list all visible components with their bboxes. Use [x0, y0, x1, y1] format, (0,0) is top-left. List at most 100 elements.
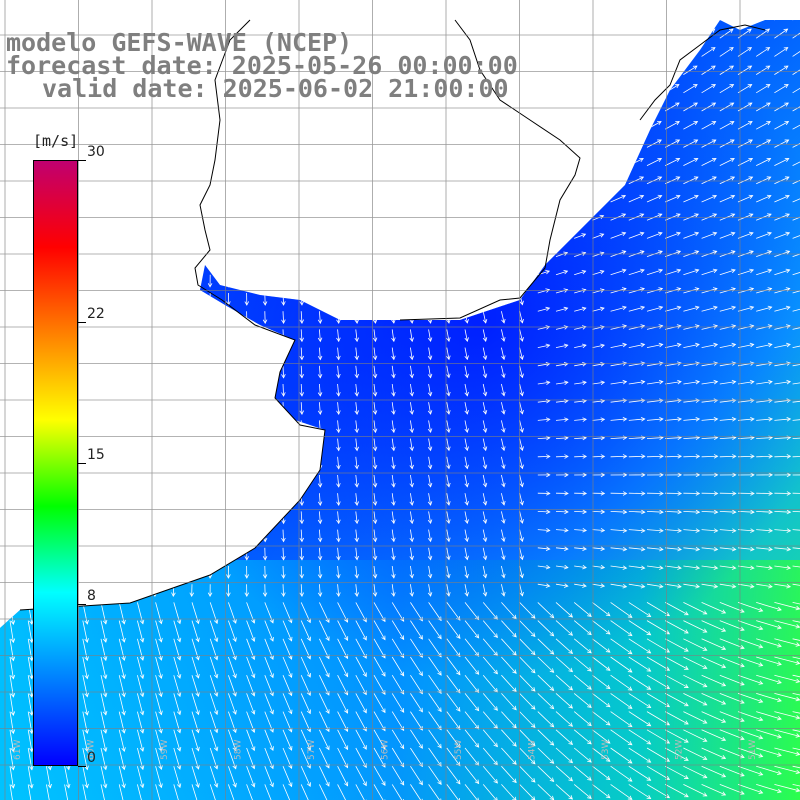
wind-arrow-head — [10, 711, 16, 716]
wind-arrow — [25, 493, 29, 506]
wind-arrow — [701, 602, 726, 614]
wind-arrow — [410, 329, 413, 342]
wind-arrow — [172, 456, 175, 469]
wind-arrow — [80, 110, 84, 123]
wind-arrow — [117, 365, 120, 378]
wind-arrow — [154, 565, 156, 579]
wind-arrow — [428, 456, 432, 469]
wind-arrow-head — [400, 708, 405, 713]
wind-arrow-head — [638, 139, 644, 144]
wind-arrow — [792, 747, 800, 754]
wind-arrow-head — [207, 355, 213, 361]
wind-arrow — [555, 381, 568, 385]
wind-arrow — [501, 638, 517, 656]
wind-arrow — [464, 20, 468, 32]
wind-arrow-head — [587, 648, 592, 654]
wind-arrow — [373, 201, 376, 214]
wind-arrow — [537, 602, 554, 618]
wind-arrow-head — [391, 246, 396, 252]
wind-arrow-head — [262, 264, 268, 270]
wind-arrow-head — [622, 454, 628, 459]
wind-arrow-head — [739, 735, 745, 741]
wind-arrow — [501, 402, 505, 414]
wind-arrow — [9, 784, 14, 800]
wind-arrow-head — [354, 119, 359, 124]
wind-arrow-head — [189, 246, 195, 252]
wind-arrow — [482, 129, 487, 142]
wind-arrow-head — [116, 592, 121, 597]
wind-arrow — [319, 493, 321, 506]
wind-arrow — [282, 201, 284, 215]
wind-arrow-head — [721, 682, 727, 687]
wind-arrow-head — [171, 483, 176, 488]
wind-arrow — [464, 511, 468, 524]
wind-arrow — [737, 620, 763, 630]
wind-arrow-head — [519, 337, 524, 342]
wind-arrow-head — [427, 264, 433, 270]
wind-arrow-head — [116, 574, 121, 579]
wind-arrow-head — [427, 373, 433, 379]
wind-arrow — [756, 747, 782, 756]
wind-arrow-head — [134, 574, 140, 579]
wind-arrow — [64, 784, 70, 800]
wind-arrow-head — [97, 464, 103, 470]
wind-arrow-head — [427, 573, 433, 579]
wind-arrow — [282, 438, 284, 451]
wind-arrow — [573, 620, 592, 635]
wind-arrow — [9, 729, 14, 752]
wind-arrow-head — [262, 137, 268, 143]
wind-arrow-head — [269, 709, 274, 715]
wind-arrow-head — [437, 780, 442, 785]
wind-arrow-head — [116, 246, 121, 252]
wind-arrow — [46, 784, 51, 800]
wind-arrow-head — [519, 591, 524, 597]
wind-arrow — [665, 529, 682, 532]
wind-arrow — [7, 165, 11, 178]
wind-arrow-head — [354, 173, 359, 179]
wind-arrow — [464, 383, 468, 396]
wind-arrow — [464, 729, 479, 748]
wind-arrow — [665, 176, 680, 185]
wind-arrow — [537, 565, 550, 568]
wind-arrow-head — [207, 192, 213, 197]
wind-arrow-head — [84, 747, 89, 753]
wind-arrow-head — [675, 157, 681, 163]
wind-arrow-head — [171, 137, 176, 143]
wind-arrow-head — [446, 373, 451, 379]
wind-arrow — [264, 656, 274, 678]
wind-arrow — [482, 256, 487, 269]
wind-arrow-head — [24, 519, 30, 525]
wind-arrow — [355, 220, 358, 233]
wind-arrow-head — [768, 528, 773, 533]
wind-arrow — [391, 784, 405, 800]
wind-arrow-head — [748, 194, 754, 200]
wind-arrow — [136, 110, 138, 123]
wind-arrow-head — [739, 663, 745, 668]
wind-arrow — [592, 565, 605, 568]
wind-arrow — [282, 420, 284, 433]
wind-arrow-head — [768, 565, 773, 570]
wind-arrow — [683, 195, 699, 203]
colorbar-tick-label: 8 — [87, 588, 96, 605]
wind-arrow — [282, 256, 284, 269]
wind-arrow — [446, 20, 450, 32]
wind-arrow-head — [784, 139, 790, 144]
wind-arrow-head — [102, 656, 108, 662]
wind-arrow — [25, 238, 29, 251]
wind-arrow-head — [354, 210, 359, 215]
wind-arrow-head — [171, 210, 176, 215]
wind-arrow-head — [568, 795, 574, 800]
wind-arrow-head — [317, 519, 323, 525]
wind-arrow — [154, 129, 156, 142]
wind-arrow-head — [482, 537, 488, 543]
wind-arrow — [737, 747, 763, 757]
wind-arrow — [373, 729, 386, 750]
wind-arrow — [391, 402, 395, 415]
wind-arrow — [137, 675, 144, 697]
wind-arrow — [82, 675, 88, 697]
wind-arrow — [80, 256, 84, 269]
wind-arrow — [519, 20, 523, 32]
wind-arrow — [756, 437, 773, 439]
wind-arrow-head — [281, 428, 286, 434]
wind-arrow-head — [207, 519, 213, 525]
